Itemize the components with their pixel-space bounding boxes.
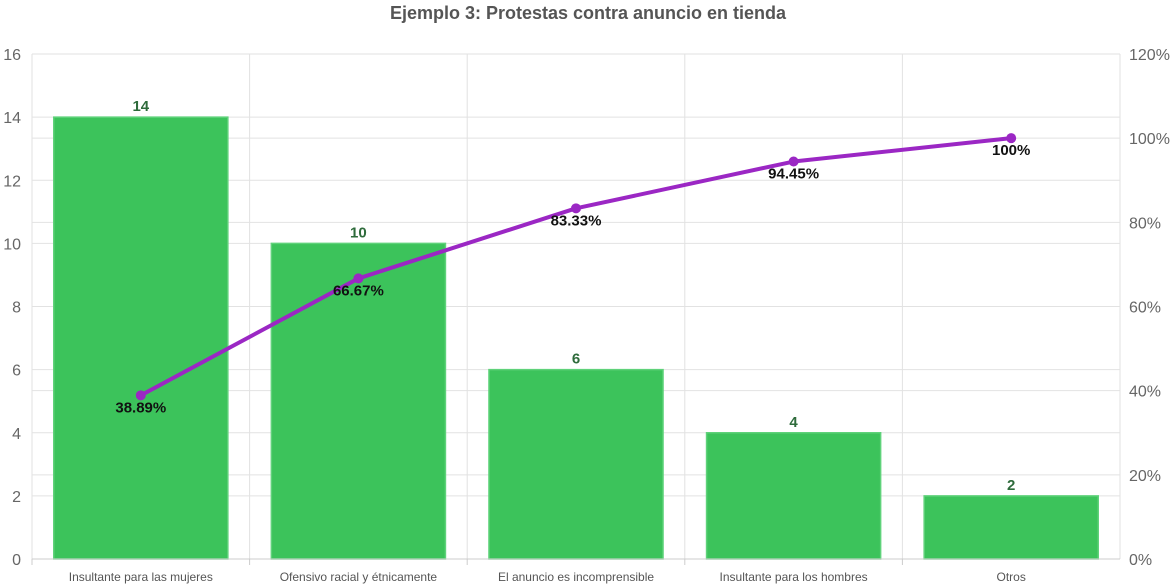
bar-value-label: 10	[350, 224, 367, 241]
bar-value-label: 6	[572, 351, 580, 368]
cumulative-line-series	[135, 133, 1017, 401]
line-data-labels: 38.89% 66.67% 83.33% 94.45% 100%	[115, 142, 1030, 416]
line-point	[571, 203, 581, 214]
left-tick-label: 6	[12, 363, 21, 380]
left-tick-label: 4	[12, 426, 21, 443]
right-tick-label: 80%	[1129, 215, 1161, 232]
x-tick-label: Ofensivo racial y étnicamente	[280, 570, 438, 584]
left-tick-label: 10	[3, 236, 21, 253]
chart-title: Ejemplo 3: Protestas contra anuncio en t…	[390, 3, 787, 23]
line-value-label: 94.45%	[768, 166, 819, 183]
bar	[53, 116, 229, 560]
x-axis: Insultante para las mujeres Ofensivo raci…	[31, 558, 1120, 584]
right-y-axis: 0% 20% 40% 60% 80% 100% 120%	[1129, 47, 1170, 569]
x-tick-label: El anuncio es incomprensible	[498, 570, 654, 584]
x-tick-label: Insultante para los hombres	[720, 570, 868, 584]
bar-data-labels: 14 10 6 4 2	[132, 98, 1015, 494]
right-tick-label: 40%	[1129, 384, 1161, 401]
right-tick-label: 60%	[1129, 300, 1161, 317]
right-tick-label: 0%	[1129, 552, 1152, 569]
bar-value-label: 4	[789, 414, 798, 431]
line-point	[353, 273, 364, 284]
left-y-axis: 0 2 4 6 8 10 12 14 16	[3, 47, 21, 569]
line-point	[788, 156, 799, 167]
line-value-label: 83.33%	[551, 212, 602, 229]
bar	[488, 368, 664, 560]
line-point	[1006, 133, 1017, 144]
bar-series	[53, 116, 1099, 560]
x-tick-label: Otros	[997, 570, 1026, 584]
right-tick-label: 100%	[1129, 131, 1170, 148]
bar-value-label: 14	[132, 98, 149, 115]
left-tick-label: 0	[12, 552, 21, 569]
bar	[923, 495, 1099, 560]
left-tick-label: 12	[3, 173, 21, 190]
line-point	[135, 390, 146, 401]
right-tick-label: 120%	[1129, 47, 1170, 64]
left-tick-label: 16	[3, 47, 21, 64]
x-tick-label: Insultante para las mujeres	[69, 570, 213, 584]
left-tick-label: 8	[12, 300, 21, 317]
left-tick-label: 14	[3, 110, 21, 127]
left-tick-label: 2	[12, 489, 21, 506]
line-value-label: 66.67%	[333, 282, 384, 299]
line-value-label: 100%	[992, 142, 1030, 159]
bar	[705, 432, 882, 560]
line-value-label: 38.89%	[115, 399, 166, 416]
bar-value-label: 2	[1007, 477, 1015, 494]
right-tick-label: 20%	[1129, 468, 1161, 485]
